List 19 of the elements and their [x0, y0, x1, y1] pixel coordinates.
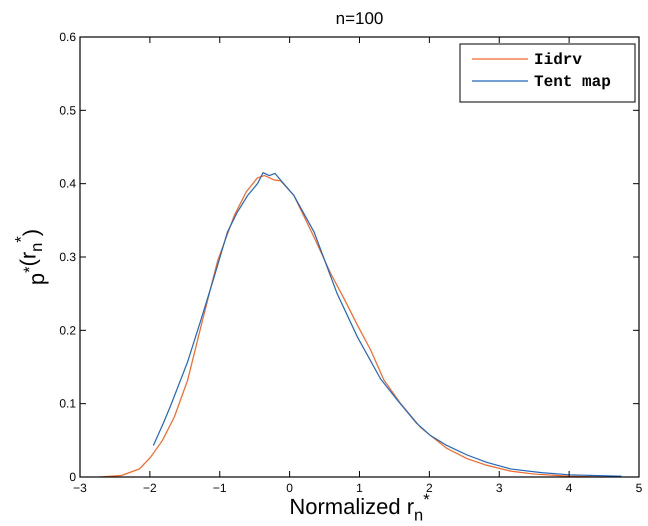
x-tick-label: 2 — [426, 481, 434, 495]
y-tick-label: 0.5 — [59, 103, 76, 118]
y-tick-label: 0.6 — [59, 30, 76, 44]
y-tick-label: 0.4 — [59, 176, 76, 191]
y-tick-label: 0.1 — [59, 396, 76, 411]
y-tick-label: 0.2 — [59, 323, 76, 338]
x-tick-label: −1 — [212, 481, 227, 495]
x-tick-label: 3 — [496, 481, 503, 495]
legend-label: Iidrv — [534, 51, 582, 69]
legend-label: Tent map — [534, 73, 611, 91]
x-tick-label: −2 — [143, 481, 158, 495]
x-tick-label: 1 — [356, 481, 364, 495]
x-tick-label: 5 — [636, 481, 643, 495]
y-tick-label: 0 — [69, 470, 76, 484]
x-tick-label: 0 — [286, 481, 294, 495]
x-tick-label: −3 — [73, 481, 88, 495]
y-tick-label: 0.3 — [59, 250, 76, 264]
x-tick-label: 4 — [566, 481, 573, 495]
chart-title: n=100 — [336, 9, 384, 28]
